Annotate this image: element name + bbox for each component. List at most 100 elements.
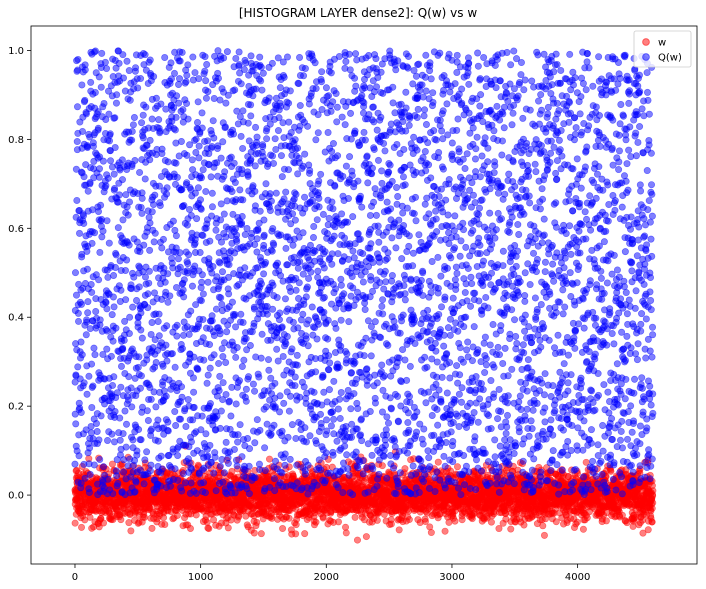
data-point (495, 525, 503, 533)
data-point (111, 144, 119, 152)
data-point (427, 529, 435, 537)
data-point (73, 138, 81, 146)
data-point (268, 514, 276, 522)
data-point (453, 463, 461, 471)
data-point (90, 461, 98, 469)
data-point (173, 511, 181, 519)
data-point (421, 518, 429, 526)
data-point (82, 331, 90, 339)
data-point (95, 276, 103, 284)
data-point (78, 81, 86, 89)
data-point (186, 524, 194, 532)
data-point (83, 318, 91, 326)
data-point (81, 96, 89, 104)
data-point (224, 524, 232, 532)
data-point (97, 201, 105, 209)
data-point (103, 345, 111, 353)
data-point (109, 490, 117, 498)
data-point (72, 420, 80, 428)
data-point (649, 499, 657, 507)
data-point (73, 196, 81, 204)
data-point (97, 83, 105, 91)
data-point (108, 311, 116, 319)
data-point (96, 455, 104, 463)
data-point (102, 182, 110, 190)
data-point (87, 429, 95, 437)
data-point (87, 78, 95, 86)
data-point (104, 174, 112, 182)
data-point (96, 316, 104, 324)
data-point (103, 217, 111, 225)
data-point (99, 157, 107, 165)
data-point (120, 468, 128, 476)
data-point (257, 530, 265, 538)
data-point (100, 519, 108, 527)
data-point (118, 176, 126, 184)
data-point (451, 517, 459, 525)
data-point (91, 351, 99, 359)
data-point (77, 408, 85, 416)
data-point (91, 47, 99, 55)
data-point (101, 58, 109, 66)
data-point (644, 526, 652, 534)
data-point (115, 191, 123, 199)
data-point (342, 529, 350, 537)
data-point (103, 305, 111, 313)
points-layer (71, 47, 657, 544)
data-point (334, 518, 342, 526)
data-point (90, 344, 98, 352)
data-point (91, 229, 99, 237)
data-point (72, 291, 80, 299)
data-point (250, 529, 258, 537)
data-point (78, 351, 86, 359)
data-point (148, 524, 156, 532)
data-point (98, 49, 106, 57)
data-point (114, 198, 122, 206)
data-point (83, 390, 91, 398)
data-point (84, 298, 92, 306)
data-point (292, 530, 300, 538)
data-point (378, 462, 386, 470)
data-point (205, 525, 213, 533)
data-point (395, 526, 403, 534)
data-point (111, 407, 119, 415)
data-point (285, 514, 293, 522)
data-point (110, 303, 118, 311)
data-point (112, 324, 120, 332)
data-point (104, 436, 112, 444)
data-point (112, 99, 120, 107)
data-point (71, 460, 79, 468)
data-point (107, 352, 115, 360)
data-point (192, 511, 200, 519)
data-point (85, 489, 93, 497)
data-point (73, 103, 81, 111)
data-point (76, 229, 84, 237)
data-point (552, 518, 560, 526)
data-point (95, 173, 103, 181)
data-point (89, 382, 97, 390)
data-point (110, 272, 118, 280)
data-point (84, 309, 92, 317)
data-point (88, 404, 96, 412)
data-point (83, 265, 91, 273)
data-point (161, 520, 169, 528)
data-point (92, 307, 100, 315)
data-point (602, 517, 610, 525)
data-point (80, 173, 88, 181)
data-point (80, 219, 88, 227)
data-point (89, 142, 97, 150)
data-point (91, 89, 99, 97)
data-point (88, 288, 96, 296)
data-point (95, 73, 103, 81)
data-point (98, 233, 106, 241)
data-point (114, 224, 122, 232)
data-point (117, 362, 125, 370)
data-point (84, 143, 92, 151)
data-point (573, 518, 581, 526)
chart-title: [HISTOGRAM LAYER dense2]: Q(w) vs w (239, 6, 477, 20)
data-point (77, 338, 85, 346)
data-point (80, 379, 88, 387)
data-point (95, 436, 103, 444)
data-point (104, 475, 112, 483)
